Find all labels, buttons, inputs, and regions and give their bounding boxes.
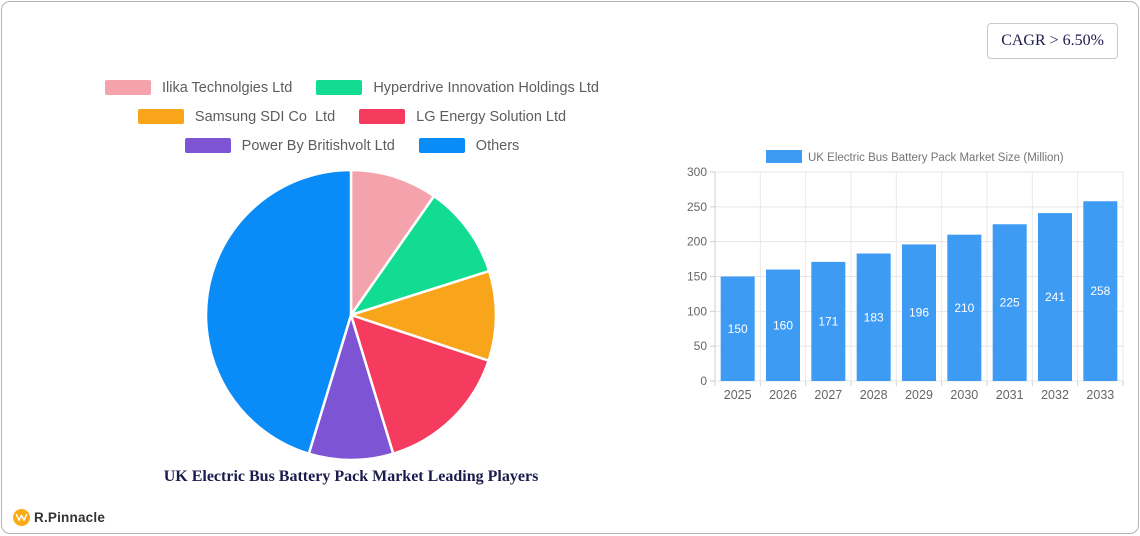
bar-value-label: 241 bbox=[1045, 290, 1065, 304]
bar-value-label: 210 bbox=[954, 301, 974, 315]
x-tick-label: 2028 bbox=[860, 388, 888, 402]
bar-2030[interactable] bbox=[947, 234, 982, 381]
bar-2033[interactable] bbox=[1083, 201, 1118, 381]
bar-legend-label[interactable]: UK Electric Bus Battery Pack Market Size… bbox=[808, 152, 1064, 164]
legend-swatch bbox=[104, 80, 151, 95]
legend-label: Others bbox=[475, 137, 520, 154]
legend-swatch bbox=[184, 138, 231, 153]
bar-value-label: 196 bbox=[909, 306, 929, 320]
legend-swatch bbox=[137, 109, 184, 124]
legend-item-lg-energy-solution-ltd[interactable]: LG Energy Solution Ltd bbox=[359, 109, 566, 125]
pie-slice-ilika-technolgies-ltd[interactable] bbox=[349, 168, 436, 317]
bar-value-label: 160 bbox=[773, 318, 793, 332]
legend-item-samsung-sdi-co-ltd[interactable]: Samsung SDI Co Ltd bbox=[137, 108, 336, 125]
y-tick-label: 0 bbox=[700, 374, 707, 388]
bar-2027[interactable] bbox=[811, 261, 846, 381]
pie-slice-power-by-britishvolt-ltd[interactable] bbox=[307, 313, 395, 462]
bar-value-label: 150 bbox=[728, 322, 748, 336]
y-tick-label: 300 bbox=[687, 165, 707, 179]
legend-swatch bbox=[316, 80, 363, 95]
x-tick-label: 2033 bbox=[1086, 388, 1114, 402]
x-tick-label: 2031 bbox=[996, 388, 1024, 402]
cagr-badge: CAGR > 6.50% bbox=[987, 23, 1118, 59]
brand-name: R.Pinnacle bbox=[34, 510, 106, 525]
bar-value-label: 171 bbox=[818, 314, 838, 328]
x-tick-label: 2030 bbox=[950, 388, 978, 402]
legend-label: Samsung SDI Co Ltd bbox=[194, 108, 336, 125]
x-tick-label: 2032 bbox=[1041, 388, 1069, 402]
y-tick-label: 100 bbox=[687, 304, 707, 318]
legend-row: Power By Britishvolt Ltd Others bbox=[173, 131, 532, 160]
legend-row: Samsung SDI Co Ltd LG Energy Solution Ltd bbox=[126, 102, 578, 131]
legend-swatch bbox=[418, 138, 465, 153]
x-tick-label: 2026 bbox=[769, 388, 797, 402]
y-tick-label: 50 bbox=[694, 339, 708, 353]
legend-swatch bbox=[359, 109, 406, 124]
y-tick-label: 200 bbox=[687, 235, 707, 249]
wave-monogram-icon bbox=[13, 509, 30, 526]
pie-chart-title: UK Electric Bus Battery Pack Market Lead… bbox=[163, 468, 539, 485]
bar-value-label: 183 bbox=[864, 310, 884, 324]
x-tick-label: 2029 bbox=[905, 388, 933, 402]
bar-2031[interactable] bbox=[992, 224, 1027, 381]
legend-label: LG Energy Solution Ltd bbox=[416, 108, 567, 125]
y-tick-label: 250 bbox=[687, 200, 707, 214]
legend-label: Power By Britishvolt Ltd bbox=[241, 137, 395, 154]
pie-slice-samsung-sdi-co-ltd[interactable] bbox=[349, 269, 498, 362]
bar-value-label: 225 bbox=[1000, 296, 1020, 310]
legend-item-ilika-technolgies-ltd[interactable]: Ilika Technolgies Ltd bbox=[104, 79, 293, 96]
bar-value-label: 258 bbox=[1090, 284, 1110, 298]
legend-item-power-by-britishvolt-ltd[interactable]: Power By Britishvolt Ltd bbox=[184, 137, 395, 154]
bar-2029[interactable] bbox=[902, 244, 936, 381]
bar-2025[interactable] bbox=[720, 276, 755, 382]
pie-legend: Ilika Technolgies Ltd Hyperdrive Innovati… bbox=[42, 73, 662, 160]
brand-logo: R.Pinnacle bbox=[13, 509, 105, 526]
legend-label: Ilika Technolgies Ltd bbox=[161, 79, 293, 96]
pie-chart[interactable] bbox=[201, 165, 501, 465]
bar-2032[interactable] bbox=[1038, 213, 1072, 381]
pie-slice-others[interactable] bbox=[204, 168, 353, 455]
y-tick-label: 150 bbox=[687, 270, 707, 284]
bar-chart[interactable]: UK Electric Bus Battery Pack Market Size… bbox=[682, 140, 1139, 412]
bar-2026[interactable] bbox=[766, 269, 800, 381]
legend-row: Ilika Technolgies Ltd Hyperdrive Innovati… bbox=[93, 73, 611, 102]
pie-slice-hyperdrive-innovation-holdings-ltd[interactable] bbox=[349, 194, 491, 317]
bar-2028[interactable] bbox=[856, 253, 891, 381]
x-tick-label: 2025 bbox=[724, 388, 752, 402]
pie-slice-lg-energy-solution-ltd[interactable] bbox=[349, 313, 490, 455]
legend-label: Hyperdrive Innovation Holdings Ltd bbox=[373, 79, 599, 96]
legend-item-hyperdrive-innovation-holdings-ltd[interactable]: Hyperdrive Innovation Holdings Ltd bbox=[316, 80, 599, 96]
x-tick-label: 2027 bbox=[814, 388, 842, 402]
legend-item-others[interactable]: Others bbox=[418, 137, 520, 154]
bar-legend-swatch[interactable] bbox=[766, 150, 802, 163]
